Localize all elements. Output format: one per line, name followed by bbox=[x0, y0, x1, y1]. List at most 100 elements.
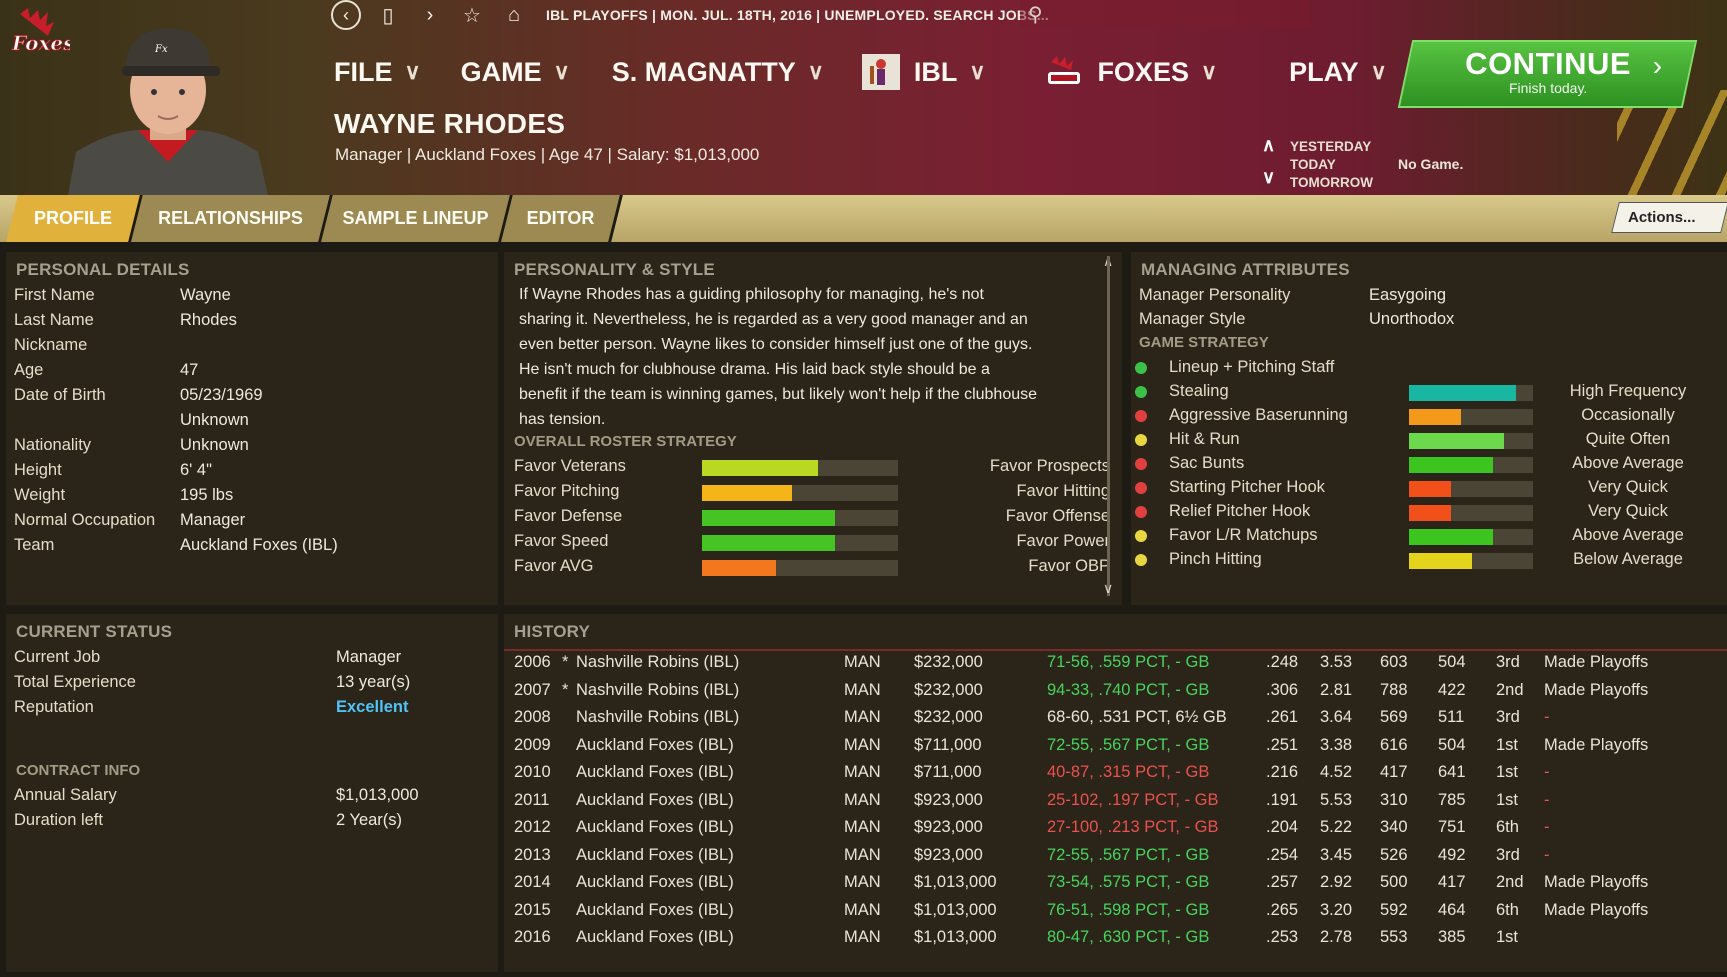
strategy-status-dot bbox=[1135, 410, 1147, 422]
history-team: Auckland Foxes (IBL) bbox=[576, 818, 734, 836]
search-bar[interactable]: ⚲ bbox=[1020, 0, 1310, 27]
menu-team-label: FOXES bbox=[1097, 56, 1189, 87]
chevron-down-icon[interactable]: ∨ bbox=[1262, 167, 1276, 187]
history-position: MAN bbox=[844, 680, 881, 699]
tab-profile[interactable]: PROFILE bbox=[6, 195, 143, 242]
roster-bar bbox=[702, 510, 898, 526]
roster-bar-fill bbox=[702, 485, 792, 501]
strategy-label: Pinch Hitting bbox=[1169, 550, 1262, 568]
personal-value: 6' 4" bbox=[180, 461, 212, 479]
personal-label: First Name bbox=[14, 286, 95, 304]
manager-personality-label: Manager Personality bbox=[1139, 286, 1291, 304]
menu-team[interactable]: FOXES ∨ bbox=[1045, 54, 1217, 90]
history-era: 3.38 bbox=[1320, 735, 1353, 754]
history-row[interactable]: 2007 * Nashville Robins (IBL) MAN $232,000 94… bbox=[514, 681, 1724, 708]
schedule-today[interactable]: TODAY bbox=[1290, 157, 1336, 172]
strategy-bar bbox=[1409, 457, 1533, 473]
continue-button[interactable]: CONTINUE Finish today. › bbox=[1397, 40, 1698, 108]
menu-file[interactable]: FILE ∨ bbox=[334, 57, 421, 88]
back-icon[interactable]: ‹ bbox=[330, 0, 362, 30]
tab-relationships[interactable]: RELATIONSHIPS bbox=[131, 195, 333, 242]
history-position: MAN bbox=[844, 653, 881, 671]
svg-text:Fx: Fx bbox=[154, 44, 168, 55]
star-icon[interactable]: ☆ bbox=[463, 4, 481, 27]
status-label: Total Experience bbox=[14, 673, 136, 691]
history-salary: $923,000 bbox=[914, 790, 983, 809]
chevron-up-icon[interactable]: ∧ bbox=[1262, 135, 1276, 155]
strategy-bar bbox=[1409, 385, 1533, 401]
history-team: Auckland Foxes (IBL) bbox=[576, 763, 734, 781]
status-value[interactable]: Excellent bbox=[336, 698, 409, 716]
history-record: 76-51, .598 PCT, - GB bbox=[1047, 900, 1210, 919]
menu-manager[interactable]: S. MAGNATTY ∨ bbox=[612, 57, 824, 88]
actions-dropdown[interactable]: Actions... bbox=[1611, 202, 1727, 233]
strategy-bar bbox=[1409, 409, 1533, 425]
history-avg: .248 bbox=[1266, 653, 1299, 671]
history-runs-allowed: 504 bbox=[1438, 653, 1466, 671]
strategy-value: Above Average bbox=[1572, 526, 1684, 544]
schedule-yesterday[interactable]: YESTERDAY bbox=[1290, 139, 1372, 154]
strategy-bar-fill bbox=[1409, 481, 1451, 497]
menu-game[interactable]: GAME ∨ bbox=[461, 57, 570, 88]
history-row[interactable]: 2012 Auckland Foxes (IBL) MAN $923,000 27-10… bbox=[514, 818, 1724, 845]
strategy-status-dot bbox=[1135, 362, 1147, 374]
history-year: 2014 bbox=[514, 873, 551, 891]
player-subtitle: Manager | Auckland Foxes | Age 47 | Sala… bbox=[335, 145, 760, 164]
home-icon[interactable]: ⌂ bbox=[507, 3, 521, 26]
status-label: Current Job bbox=[14, 648, 101, 666]
history-finish: 3rd bbox=[1496, 845, 1520, 864]
personality-description: If Wayne Rhodes has a guiding philosophy… bbox=[519, 286, 1038, 428]
history-row[interactable]: 2016 Auckland Foxes (IBL) MAN $1,013,000 80-… bbox=[514, 928, 1724, 955]
personality-scrollbar[interactable] bbox=[1107, 256, 1110, 596]
history-salary: $232,000 bbox=[914, 708, 983, 726]
history-finish: 1st bbox=[1496, 790, 1519, 809]
history-row[interactable]: 2013 Auckland Foxes (IBL) MAN $923,000 72-55… bbox=[514, 846, 1724, 873]
menu-play[interactable]: PLAY ∨ bbox=[1289, 57, 1387, 88]
history-year: 2008 bbox=[514, 708, 551, 726]
history-result: - bbox=[1544, 818, 1550, 836]
history-row[interactable]: 2014 Auckland Foxes (IBL) MAN $1,013,000 73-… bbox=[514, 873, 1724, 900]
strategy-label: Starting Pitcher Hook bbox=[1169, 478, 1325, 496]
history-year: 2006 bbox=[514, 653, 551, 671]
continue-sublabel: Finish today. bbox=[1508, 80, 1588, 96]
roster-right-label: Favor Power bbox=[1016, 532, 1110, 550]
history-avg: .265 bbox=[1266, 900, 1299, 919]
history-playoff-mark: * bbox=[562, 680, 569, 699]
history-runs-allowed: 417 bbox=[1438, 873, 1466, 891]
history-row[interactable]: 2008 Nashville Robins (IBL) MAN $232,000 68-… bbox=[514, 708, 1724, 735]
personal-value: 47 bbox=[180, 361, 199, 379]
strategy-status-dot bbox=[1135, 554, 1147, 566]
history-runs-scored: 616 bbox=[1380, 735, 1408, 754]
history-avg: .253 bbox=[1266, 928, 1299, 946]
history-era: 5.53 bbox=[1320, 790, 1353, 809]
tab-sample-lineup[interactable]: SAMPLE LINEUP bbox=[321, 195, 513, 242]
history-row[interactable]: 2015 Auckland Foxes (IBL) MAN $1,013,000 76-… bbox=[514, 901, 1724, 928]
schedule-tomorrow[interactable]: TOMORROW bbox=[1290, 175, 1373, 190]
bookmark-icon[interactable]: ▯ bbox=[382, 4, 394, 27]
schedule-status: No Game. bbox=[1398, 156, 1464, 172]
search-icon[interactable]: ⚲ bbox=[1028, 4, 1043, 26]
scroll-down-icon[interactable]: ∨ bbox=[1103, 580, 1114, 596]
history-record: 80-47, .630 PCT, - GB bbox=[1047, 928, 1210, 946]
history-row[interactable]: 2009 Auckland Foxes (IBL) MAN $711,000 72-55… bbox=[514, 736, 1724, 763]
history-runs-allowed: 464 bbox=[1438, 900, 1466, 919]
history-row[interactable]: 2010 Auckland Foxes (IBL) MAN $711,000 40-87… bbox=[514, 763, 1724, 790]
top-navigation: ‹ ▯ › ☆ ⌂ IBL PLAYOFFS | MON. JUL. 18TH,… bbox=[330, 0, 1310, 30]
tab-editor[interactable]: EDITOR bbox=[501, 195, 623, 242]
schedule-selector[interactable]: ∧ ∨ YESTERDAY TODAY TOMORROW bbox=[1262, 135, 1373, 192]
history-finish: 2nd bbox=[1496, 873, 1524, 891]
current-status-panel: CURRENT STATUS Current Job Manager Total E… bbox=[6, 614, 498, 972]
menu-league[interactable]: IBL ∨ bbox=[861, 54, 985, 90]
personal-label: Weight bbox=[14, 486, 66, 504]
history-runs-allowed: 751 bbox=[1438, 818, 1466, 836]
forward-icon[interactable]: › bbox=[426, 3, 434, 26]
history-row[interactable]: 2006 * Nashville Robins (IBL) MAN $232,000 71… bbox=[514, 653, 1724, 680]
history-row[interactable]: 2011 Auckland Foxes (IBL) MAN $923,000 25-10… bbox=[514, 791, 1724, 818]
history-salary: $1,013,000 bbox=[914, 873, 997, 891]
roster-bar bbox=[702, 535, 898, 551]
breadcrumb[interactable]: IBL PLAYOFFS | MON. JUL. 18TH, 2016 | UN… bbox=[546, 7, 1049, 23]
personal-label: Height bbox=[14, 461, 62, 479]
history-result: Made Playoffs bbox=[1544, 900, 1649, 919]
foxes-team-logo[interactable]: Foxes bbox=[8, 6, 70, 62]
history-salary: $1,013,000 bbox=[914, 928, 997, 946]
